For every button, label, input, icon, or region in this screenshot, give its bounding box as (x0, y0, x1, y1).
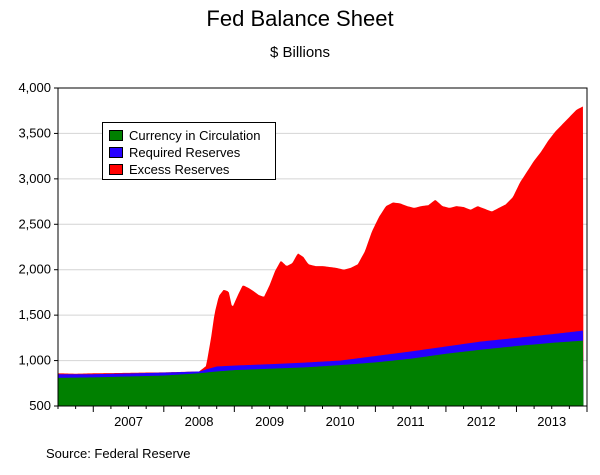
y-tick-label: 1,500 (18, 307, 51, 322)
chart-subtitle: $ Billions (269, 44, 331, 61)
legend: Currency in Circulation Required Reserve… (102, 122, 276, 180)
x-tick-label: 2010 (326, 414, 355, 429)
axes: 500 1,000 1,500 2,000 2,500 3,000 3,500 4,000 20… (18, 80, 588, 429)
x-tick-label: 2011 (397, 414, 425, 429)
y-tick-label: 4,000 (18, 80, 51, 95)
x-tick-label: 2012 (467, 414, 496, 429)
y-tick-label: 1,000 (18, 353, 51, 368)
y-tick-label: 2,000 (18, 262, 51, 277)
legend-item-required: Required Reserves (109, 144, 275, 161)
x-tick-label: 2013 (537, 414, 566, 429)
y-tick-label: 3,500 (18, 125, 51, 140)
legend-item-currency: Currency in Circulation (109, 127, 275, 144)
x-tick-label: 2007 (114, 414, 143, 429)
x-tick-label: 2008 (185, 414, 214, 429)
y-tick-label: 3,000 (18, 171, 51, 186)
y-tick-label: 2,500 (18, 216, 51, 231)
source-note: Source: Federal Reserve (46, 446, 191, 461)
legend-swatch-currency (109, 130, 123, 141)
y-tick-label: 500 (29, 398, 51, 413)
legend-label-excess: Excess Reserves (129, 162, 230, 177)
legend-label-required: Required Reserves (129, 145, 241, 160)
area-excess-reserves (58, 106, 584, 406)
stacked-areas (58, 106, 584, 406)
legend-swatch-excess (109, 164, 123, 175)
legend-label-currency: Currency in Circulation (129, 128, 261, 143)
x-tick-label: 2009 (255, 414, 284, 429)
chart-title: Fed Balance Sheet (206, 6, 394, 31)
legend-swatch-required (109, 147, 123, 158)
area-currency-in-circulation (58, 340, 584, 406)
legend-item-excess: Excess Reserves (109, 161, 275, 178)
